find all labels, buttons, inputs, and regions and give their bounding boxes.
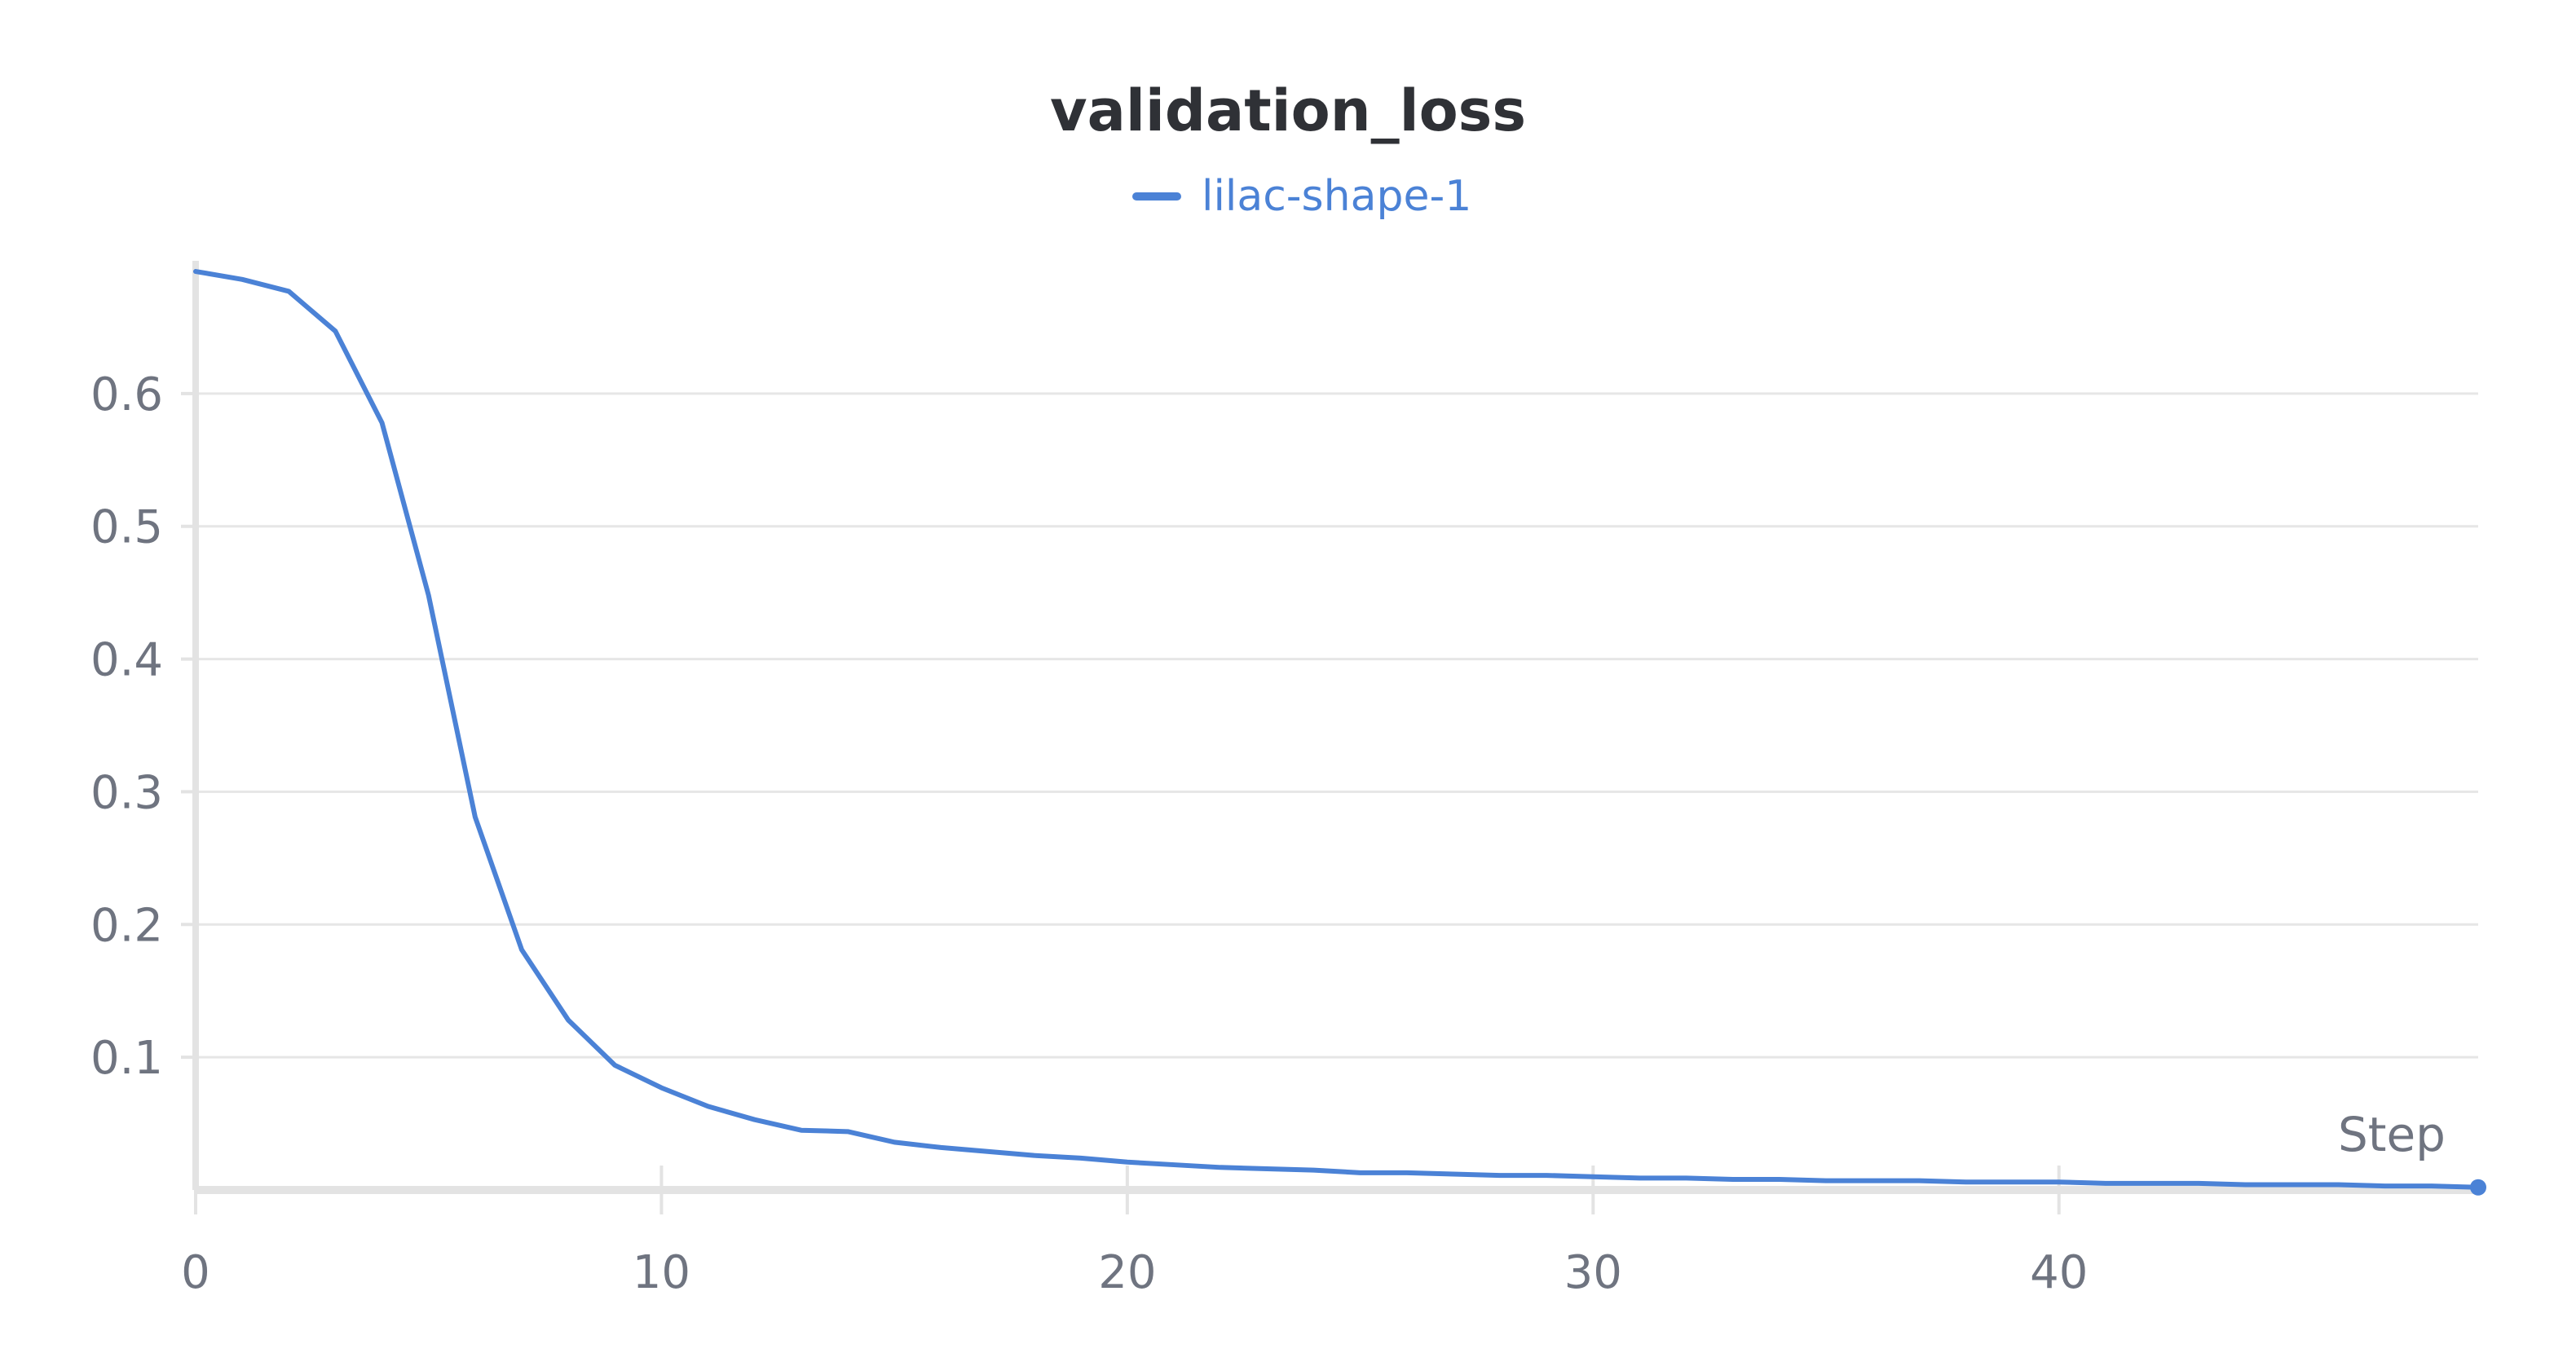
y-tick-label: 0.4 <box>90 634 163 687</box>
y-tick-label: 0.6 <box>90 368 163 421</box>
series-layer <box>193 269 2486 1196</box>
series-line <box>193 269 2481 1190</box>
x-axis-title: Step <box>2338 1107 2446 1162</box>
y-tick-label: 0.3 <box>90 766 163 819</box>
axes <box>181 261 2478 1214</box>
tick-labels: 0.1 0.2 0.3 0.4 0.5 0.6 0 10 20 30 40 <box>90 368 2088 1299</box>
y-tick-label: 0.5 <box>90 501 163 554</box>
legend-label: lilac-shape-1 <box>1202 172 1471 221</box>
x-tick-label: 0 <box>181 1246 210 1299</box>
x-tick-label: 30 <box>1564 1246 1622 1299</box>
x-tick-label: 20 <box>1098 1246 1156 1299</box>
legend: lilac-shape-1 <box>1132 172 1471 221</box>
chart-title: validation_loss <box>1050 77 1526 144</box>
y-tick-label: 0.2 <box>90 899 163 952</box>
x-tick-label: 40 <box>2030 1246 2088 1299</box>
grid-lines <box>196 392 2478 1059</box>
y-tick-label: 0.1 <box>90 1032 163 1085</box>
last-point-marker <box>2470 1179 2486 1196</box>
x-tick-label: 10 <box>633 1246 690 1299</box>
